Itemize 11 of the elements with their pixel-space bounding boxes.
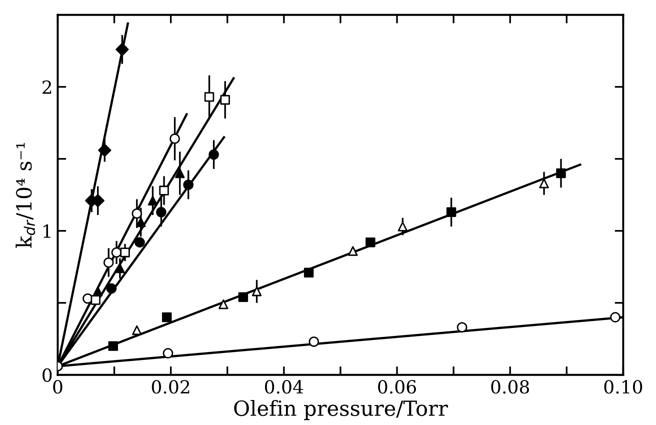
y-tick-label: 0 bbox=[42, 368, 52, 382]
y-tick-label: 2 bbox=[42, 80, 52, 94]
x-tick-label: 0.08 bbox=[491, 380, 529, 394]
x-tick-label: 0.04 bbox=[265, 380, 304, 394]
x-tick-label: 0.10 bbox=[604, 380, 642, 394]
y-tick-label: 1 bbox=[44, 224, 50, 238]
x-tick-label: 0 bbox=[53, 380, 62, 394]
y-axis-title: k$_{dr}$/10⁴ s⁻¹ bbox=[16, 142, 36, 248]
x-tick-label: 0.02 bbox=[152, 380, 190, 394]
x-tick-label: 0.06 bbox=[378, 380, 416, 394]
x-axis-title: Olefin pressure/Torr bbox=[234, 400, 448, 420]
